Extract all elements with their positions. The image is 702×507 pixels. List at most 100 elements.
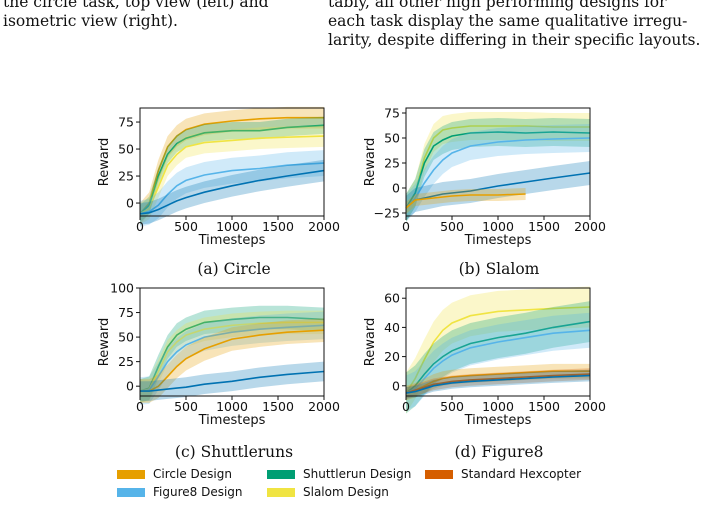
series-band: [140, 106, 324, 225]
series-band: [140, 159, 324, 225]
chart-circle: 0 500 1000 1500 2000 0 25 50 75 Timesteps Reward: [92, 103, 342, 253]
legend-label: Slalom Design: [303, 485, 389, 499]
legend-label: Circle Design: [153, 467, 232, 481]
y-tick-label: 25: [118, 169, 134, 184]
legend-item: Standard Hexcopter: [425, 467, 581, 481]
caption-slalom: (b) Slalom: [458, 260, 540, 278]
text-line: the circle task, top view (left) and: [3, 0, 269, 11]
chart-svg: 0 500 1000 1500 2000−250255075TimestepsRewar…: [363, 106, 606, 249]
y-tick-label: 0: [392, 181, 400, 196]
x-tick-label: 1000: [482, 219, 514, 234]
y-tick-label: 40: [384, 320, 400, 335]
y-tick-label: 75: [384, 106, 400, 121]
series-line-baseline: [139, 169, 325, 215]
legend-label: Standard Hexcopter: [461, 467, 582, 481]
series-line-circle: [139, 116, 324, 215]
x-axis-label: Timesteps: [464, 233, 532, 248]
x-tick-label: 500: [174, 219, 198, 234]
legend-item: Figure8 Design: [117, 485, 243, 499]
x-tick-label: 2000: [308, 219, 340, 234]
x-tick-label: 500: [440, 219, 464, 234]
legend-swatch: [267, 487, 295, 497]
legend-swatch: [117, 487, 145, 497]
series-line-figure8: [139, 162, 325, 215]
x-axis-label: Timesteps: [464, 413, 532, 428]
series-line-shuttlerun: [139, 316, 325, 392]
chart-svg: 0 500 1000 1500 2000 0 25 50 75 100 Timesteps Rewar…: [97, 281, 340, 429]
series-band: [140, 318, 324, 403]
legend-swatch: [425, 469, 453, 479]
x-tick-label: 500: [174, 399, 198, 414]
x-tick-label: 500: [440, 399, 464, 414]
x-tick-label: 1000: [216, 219, 248, 234]
chart-shuttleruns: 0 500 1000 1500 2000 0 25 50 75 100 Timesteps Rewar…: [92, 281, 342, 433]
series-line-circle: [405, 193, 526, 209]
text-line: tably, all other high performing designs…: [328, 0, 667, 11]
series-band: [406, 118, 590, 222]
x-tick-label: 2000: [574, 399, 606, 414]
y-tick-label: 50: [384, 131, 400, 146]
y-tick-label: 20: [384, 349, 400, 364]
series-line-standard: [405, 373, 591, 394]
series-line-slalom: [139, 135, 325, 215]
body-text-right: tably, all other high performing designs…: [328, 0, 700, 50]
x-axis-label: Timesteps: [198, 233, 266, 248]
x-tick-label: 1000: [216, 399, 248, 414]
series-band: [140, 125, 324, 225]
caption-circle: (a) Circle: [197, 260, 271, 278]
legend-label: Figure8 Design: [153, 485, 243, 499]
y-axis-label: Reward: [363, 138, 378, 186]
y-tick-label: 75: [118, 115, 134, 130]
caption-shuttleruns: (c) Shuttleruns: [174, 443, 294, 461]
series-line-baseline: [140, 370, 325, 392]
chart-svg: 0 500 1000 1500 2000 0 25 50 75 Timesteps Reward: [97, 106, 340, 248]
y-tick-label: 0: [392, 378, 400, 393]
series-band: [406, 363, 590, 401]
body-text-left: the circle task, top view (left) and iso…: [3, 0, 269, 31]
legend-swatch: [267, 469, 295, 479]
x-tick-label: 1000: [482, 399, 514, 414]
chart-slalom: 0 500 1000 1500 2000 −25 0 25 50 75 Timesteps Rewar…: [358, 103, 608, 253]
series-band: [140, 311, 324, 405]
series-line-circle: [405, 370, 590, 394]
x-tick-label: 0: [402, 399, 410, 414]
legend-item: Shuttlerun Design: [267, 467, 411, 481]
text-line: larity, despite differing in their speci…: [328, 31, 701, 49]
y-axis-label: Reward: [363, 318, 378, 366]
x-tick-label: 0: [136, 219, 144, 234]
caption-figure8: (d) Figure8: [454, 443, 544, 461]
x-tick-label: 2000: [308, 399, 340, 414]
x-tick-label: 0: [136, 399, 144, 414]
series-line-slalom: [405, 125, 590, 209]
series-line-figure8: [139, 324, 325, 392]
text-line: isometric view (right).: [3, 12, 178, 30]
legend-item: Slalom Design: [267, 485, 389, 499]
series-line-figure8: [405, 329, 591, 394]
series-band: [406, 124, 590, 222]
x-tick-label: 2000: [574, 219, 606, 234]
y-tick-label: −25: [374, 206, 400, 221]
x-tick-label: 1500: [528, 219, 560, 234]
y-tick-label: 25: [384, 156, 400, 171]
series-line-shuttlerun: [405, 131, 591, 209]
y-tick-label: 25: [118, 354, 134, 369]
series-line-baseline: [405, 374, 591, 394]
y-axis-label: Reward: [97, 318, 112, 366]
legend-label: Shuttlerun Design: [303, 467, 412, 481]
series-line-figure8: [405, 137, 591, 209]
x-tick-label: 1500: [528, 399, 560, 414]
series-line-shuttlerun: [405, 320, 591, 394]
x-tick-label: 1500: [262, 399, 294, 414]
y-tick-label: 0: [126, 196, 134, 211]
chart-figure8: 0 500 1000 1500 2000 0 20 40 60 Timesteps Reward: [358, 283, 608, 433]
chart-svg: 0 500 1000 1500 2000 0 20 40 60 Timesteps Reward: [363, 286, 606, 428]
y-tick-label: 75: [118, 305, 134, 320]
legend: Circle Design Figure8 Design Shuttlerun …: [117, 467, 597, 503]
series-band: [406, 286, 590, 414]
x-tick-label: 1500: [262, 219, 294, 234]
series-band: [406, 161, 590, 220]
series-band: [406, 312, 590, 411]
y-tick-label: 60: [384, 291, 400, 306]
series-line-slalom: [405, 306, 591, 394]
y-axis-label: Reward: [97, 138, 112, 186]
